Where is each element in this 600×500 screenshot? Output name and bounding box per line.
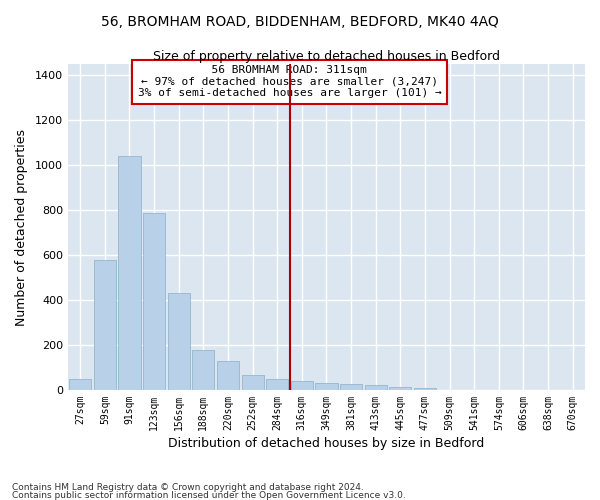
Text: 56 BROMHAM ROAD: 311sqm  
← 97% of detached houses are smaller (3,247)
3% of sem: 56 BROMHAM ROAD: 311sqm ← 97% of detache… [137, 66, 442, 98]
Text: 56, BROMHAM ROAD, BIDDENHAM, BEDFORD, MK40 4AQ: 56, BROMHAM ROAD, BIDDENHAM, BEDFORD, MK… [101, 15, 499, 29]
Bar [69, 380, 91, 390]
Bar [414, 388, 436, 390]
Bar [118, 156, 140, 390]
Bar [192, 350, 214, 390]
Bar [242, 376, 263, 390]
Bar [365, 385, 387, 390]
Bar [291, 381, 313, 390]
Bar [340, 384, 362, 390]
Text: Contains HM Land Registry data © Crown copyright and database right 2024.: Contains HM Land Registry data © Crown c… [12, 483, 364, 492]
Y-axis label: Number of detached properties: Number of detached properties [15, 128, 28, 326]
Bar [167, 294, 190, 390]
Title: Size of property relative to detached houses in Bedford: Size of property relative to detached ho… [153, 50, 500, 63]
Bar [143, 213, 165, 390]
Bar [217, 361, 239, 390]
Bar [94, 260, 116, 390]
Bar [266, 380, 289, 390]
X-axis label: Distribution of detached houses by size in Bedford: Distribution of detached houses by size … [169, 437, 485, 450]
Bar [316, 383, 338, 390]
Text: Contains public sector information licensed under the Open Government Licence v3: Contains public sector information licen… [12, 490, 406, 500]
Bar [389, 386, 412, 390]
